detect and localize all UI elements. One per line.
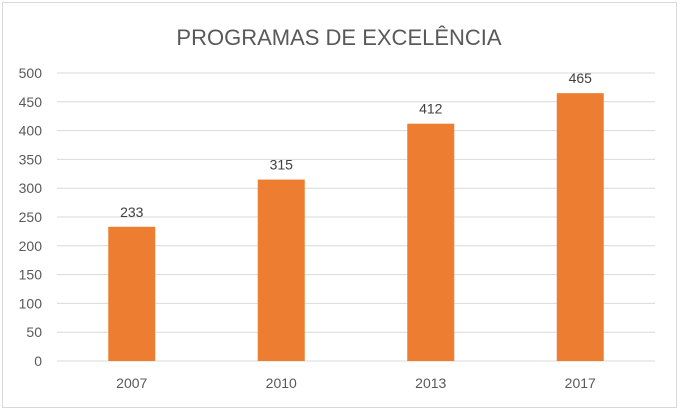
bar-2010	[257, 179, 305, 361]
bar-2007	[108, 226, 156, 361]
bar-2017	[556, 93, 604, 361]
x-tick-label: 2007	[116, 375, 147, 391]
y-tick-label: 350	[19, 151, 43, 167]
y-tick-label: 300	[19, 180, 43, 196]
chart-frame	[2, 2, 677, 408]
x-tick-label: 2017	[565, 375, 596, 391]
y-tick-label: 150	[19, 267, 43, 283]
data-label: 315	[270, 157, 294, 173]
data-label: 233	[120, 204, 144, 220]
y-tick-label: 500	[19, 65, 43, 81]
bar-2013	[407, 123, 455, 361]
y-tick-label: 250	[19, 209, 43, 225]
x-tick-label: 2010	[266, 375, 297, 391]
chart-title: PROGRAMAS DE EXCELÊNCIA	[176, 25, 502, 50]
y-tick-label: 200	[19, 238, 43, 254]
x-tick-label: 2013	[415, 375, 446, 391]
y-tick-label: 100	[19, 295, 43, 311]
data-label: 412	[419, 101, 443, 117]
y-tick-label: 50	[26, 324, 42, 340]
y-tick-label: 450	[19, 94, 43, 110]
y-tick-label: 0	[34, 353, 42, 369]
y-tick-label: 400	[19, 123, 43, 139]
data-label: 465	[569, 70, 593, 86]
